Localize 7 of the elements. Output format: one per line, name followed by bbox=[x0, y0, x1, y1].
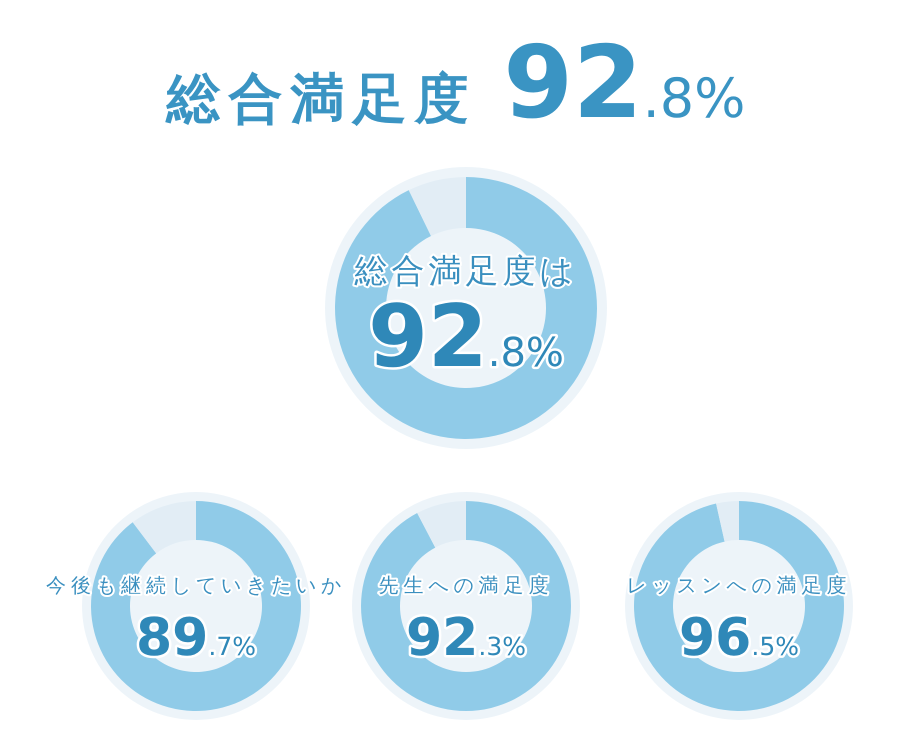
text: 89.7% bbox=[136, 608, 256, 668]
text: 92.8% bbox=[368, 287, 564, 387]
text: 96.5% bbox=[679, 608, 799, 668]
text: 先生への満足度 bbox=[378, 573, 554, 597]
chart-title: 総合満足度 92.8% bbox=[164, 24, 746, 141]
text: 総合満足度は bbox=[354, 251, 578, 290]
text: 92.3% bbox=[406, 608, 526, 668]
